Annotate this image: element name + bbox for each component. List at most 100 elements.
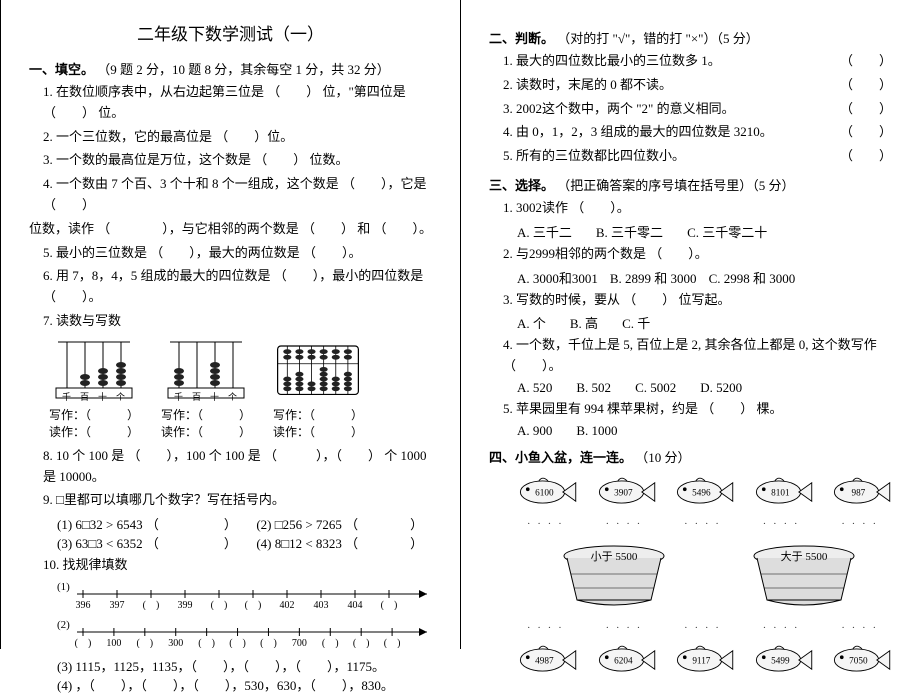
choice-c: C. 千 [622, 313, 650, 332]
q1-10-4: (4) ，（ ），（ ），（ ），530，630，（ ），830。 [57, 675, 432, 694]
fish-row-top: 6100 3907 5496 8101 987 [513, 474, 892, 510]
section-2-note: （对的打 "√"，错的打 "×"）（5 分） [557, 31, 758, 46]
fish-icon: 987 [827, 474, 892, 510]
q1-4b: 位数，读作 （ ），与它相邻的两个数是 （ ） 和 （ ）。 [29, 219, 432, 240]
fish-icon: 9117 [670, 642, 735, 678]
q3-2: 2. 与2999相邻的两个数是 （ ）。 [503, 244, 892, 265]
svg-text:十: 十 [98, 391, 107, 402]
choice-b: B. 2899 和 3000 [610, 268, 697, 287]
paren: （ ） [840, 75, 892, 96]
svg-text:千: 千 [174, 392, 183, 402]
section-2-head: 二、判断。 （对的打 "√"，错的打 "×"）（5 分） [489, 28, 892, 47]
q1-5: 5. 最小的三位数是 （ ），最大的两位数是 （ ）。 [43, 243, 432, 264]
abacus-3-read: 读作：（ ） [273, 423, 363, 440]
svg-text:( ): ( ) [384, 638, 401, 648]
abacus-1: 千百十个 写作：（ ） 读作：（ ） [49, 338, 139, 440]
q2-4: 4. 由 0，1，2，3 组成的最大的四位数是 3210。（ ） [503, 122, 892, 143]
abacus-2-write: 写作：（ ） [161, 406, 251, 423]
dots-row-top: · · · · · · · · · · · · · · · · · · · · [513, 518, 892, 530]
fish-icon: 7050 [827, 642, 892, 678]
q1-10-3: (3) 1115，1125，1135，（ ），（ ），（ ），1175。 [57, 656, 432, 675]
q3-4: 4. 一个数，千位上是 5, 百位上是 2, 其余各位上都是 0, 这个数写作 … [503, 335, 892, 377]
fish-icon: 4987 [513, 642, 578, 678]
svg-text:399: 399 [178, 600, 193, 610]
svg-text:百: 百 [80, 392, 89, 402]
choice-d: D. 5200 [700, 380, 742, 396]
numberline-1: (1) 396397( )399( )( )402403404( ) [57, 580, 432, 614]
q3-4-choices: A. 520 B. 502 C. 5002 D. 5200 [517, 380, 892, 396]
svg-text:700: 700 [292, 638, 307, 648]
choice-c: C. 三千零二十 [687, 222, 767, 241]
abacus-row: 千百十个 写作：（ ） 读作：（ ） 千百十个 写作：（ ） 读作：（ ） [49, 338, 432, 440]
abacus-3-svg [276, 338, 360, 404]
exam-title: 二年级下数学测试（一） [29, 20, 432, 45]
q2-5-text: 5. 所有的三位数都比四位数小。 [503, 148, 685, 163]
svg-text:6100: 6100 [535, 487, 554, 497]
numberline-2-svg: (2) ( )100( )300( )( )( )700( )( )( ) [57, 618, 437, 648]
section-1-head: 一、填空。 （9 题 2 分，10 题 8 分，其余每空 1 分，共 32 分） [29, 59, 432, 78]
q1-8: 8. 10 个 100 是 （ ），100 个 100 是 （ ），（ ） 个 … [43, 446, 432, 488]
paren: （ ） [840, 122, 892, 143]
q1-3: 3. 一个数的最高位是万位，这个数是 （ ） 位数。 [43, 150, 432, 171]
choice-a: A. 520 [517, 380, 552, 396]
q1-1: 1. 在数位顺序表中，从右边起第三位是 （ ） 位，"第四位是 （ ） 位。 [43, 82, 432, 124]
abacus-1-read: 读作：（ ） [49, 423, 139, 440]
choice-b: B. 高 [570, 313, 598, 332]
dots: · · · · [827, 518, 892, 530]
q1-6: 6. 用 7，8，4，5 组成的最大的四位数是 （ ），最小的四位数是 （ ）。 [43, 266, 432, 308]
svg-text:300: 300 [168, 638, 183, 648]
paren: （ ） [840, 99, 892, 120]
q2-2: 2. 读数时，末尾的 0 都不读。（ ） [503, 75, 892, 96]
svg-text:402: 402 [280, 600, 295, 610]
fish-icon: 8101 [749, 474, 814, 510]
svg-text:396: 396 [76, 600, 91, 610]
abacus-2: 千百十个 写作：（ ） 读作：（ ） [161, 338, 251, 440]
abacus-2-svg: 千百十个 [164, 338, 248, 404]
choice-a: A. 个 [517, 313, 546, 332]
svg-text:6204: 6204 [614, 655, 633, 665]
svg-text:( ): ( ) [136, 638, 153, 648]
choice-b: B. 1000 [576, 423, 617, 439]
section-3-note: （把正确答案的序号填在括号里）（5 分） [557, 178, 794, 193]
choice-b: B. 502 [576, 380, 611, 396]
bucket-left-label: 小于 5500 [591, 550, 638, 563]
svg-text:十: 十 [210, 391, 219, 402]
section-3-label: 三、选择。 [489, 178, 554, 193]
dots-row-bot: · · · · · · · · · · · · · · · · · · · · [513, 622, 892, 634]
q1-4: 4. 一个数由 7 个百、3 个十和 8 个一组成，这个数是 （ ），它是 （ … [43, 174, 432, 216]
svg-text:9117: 9117 [693, 655, 711, 665]
q1-9: 9. □里都可以填哪几个数字？写在括号内。 [43, 490, 432, 511]
fish-icon: 5499 [749, 642, 814, 678]
paren: （ ） [840, 51, 892, 72]
dots: · · · · [749, 622, 814, 634]
fish-row-bottom: 4987 6204 9117 5499 7050 [513, 642, 892, 678]
dots: · · · · [670, 622, 735, 634]
numberline-2: (2) ( )100( )300( )( )( )700( )( )( ) [57, 618, 432, 652]
choice-a: A. 900 [517, 423, 552, 439]
svg-text:397: 397 [110, 600, 125, 610]
svg-text:( ): ( ) [229, 638, 246, 648]
choice-b: B. 三千零二 [596, 222, 663, 241]
q3-5: 5. 苹果园里有 994 棵苹果树，约是 （ ） 棵。 [503, 399, 892, 420]
section-4-note: （10 分） [635, 450, 690, 465]
q1-2: 2. 一个三位数，它的最高位是 （ ）位。 [43, 127, 432, 148]
q3-5-choices: A. 900 B. 1000 [517, 423, 892, 439]
choice-c: C. 5002 [635, 380, 676, 396]
svg-text:百: 百 [192, 392, 201, 402]
section-4-head: 四、小鱼入盆，连一连。 （10 分） [489, 447, 892, 466]
choice-a: A. 3000和3001 [517, 268, 598, 287]
choice-a: A. 三千二 [517, 222, 572, 241]
q3-3: 3. 写数的时候，要从 （ ） 位写起。 [503, 290, 892, 311]
section-3-head: 三、选择。 （把正确答案的序号填在括号里）（5 分） [489, 175, 892, 194]
bucket-left: 小于 5500 [559, 544, 669, 608]
svg-text:( ): ( ) [353, 638, 370, 648]
svg-text:404: 404 [348, 600, 363, 610]
svg-text:3907: 3907 [614, 487, 633, 497]
left-page: 二年级下数学测试（一） 一、填空。 （9 题 2 分，10 题 8 分，其余每空… [0, 0, 460, 649]
svg-text:( ): ( ) [322, 638, 339, 648]
svg-text:(2): (2) [57, 619, 70, 631]
svg-text:( ): ( ) [245, 600, 262, 610]
dots: · · · · [592, 622, 657, 634]
dots: · · · · [670, 518, 735, 530]
svg-text:( ): ( ) [143, 600, 160, 610]
